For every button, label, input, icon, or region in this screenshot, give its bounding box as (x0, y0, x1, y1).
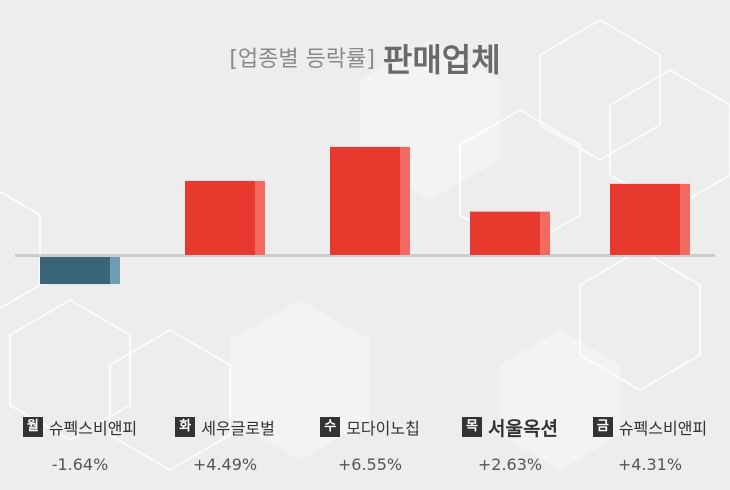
bar-금 (610, 183, 690, 255)
company-name: 세우글로벌 (201, 419, 275, 438)
category-label: 월 슈펙스비앤피 (22, 414, 138, 440)
day-badge: 금 (592, 417, 613, 437)
zero-baseline (15, 254, 715, 257)
bar-목 (470, 211, 550, 255)
bar-face (610, 183, 680, 255)
chart-main-title: 판매업체 (382, 41, 501, 79)
bar-face (40, 257, 110, 285)
company-name: 슈펙스비앤피 (618, 419, 708, 438)
chart-subtitle: [업종별 등락률] (229, 47, 375, 72)
company-name: 서울옥션 (488, 417, 558, 440)
day-badge: 목 (462, 417, 483, 437)
category-label: 수 모다이노칩 (320, 414, 420, 440)
value-label: +4.31% (617, 455, 683, 474)
bar-edge (110, 257, 120, 285)
value-label: +4.49% (192, 455, 258, 474)
day-badge: 월 (22, 417, 43, 437)
value-label: +2.63% (477, 455, 543, 474)
category-label: 금 슈펙스비앤피 (592, 414, 708, 440)
bar-화 (185, 180, 265, 255)
category-label: 목 서울옥션 (462, 414, 558, 440)
bar-수 (330, 146, 410, 255)
category-label: 화 세우글로벌 (175, 414, 275, 440)
bar-edge (255, 180, 265, 255)
bar-edge (680, 183, 690, 255)
bar-face (330, 146, 400, 255)
company-name: 슈펙스비앤피 (48, 419, 138, 438)
bar-월 (40, 257, 120, 285)
day-badge: 수 (320, 417, 341, 437)
bar-face (470, 211, 540, 255)
day-badge: 화 (175, 417, 196, 437)
chart-title: [업종별 등락률] 판매업체 (0, 44, 730, 76)
bar-edge (540, 211, 550, 255)
company-name: 모다이노칩 (346, 419, 420, 438)
value-label: -1.64% (51, 455, 109, 474)
bar-edge (400, 146, 410, 255)
value-label: +6.55% (337, 455, 403, 474)
bar-face (185, 180, 255, 255)
